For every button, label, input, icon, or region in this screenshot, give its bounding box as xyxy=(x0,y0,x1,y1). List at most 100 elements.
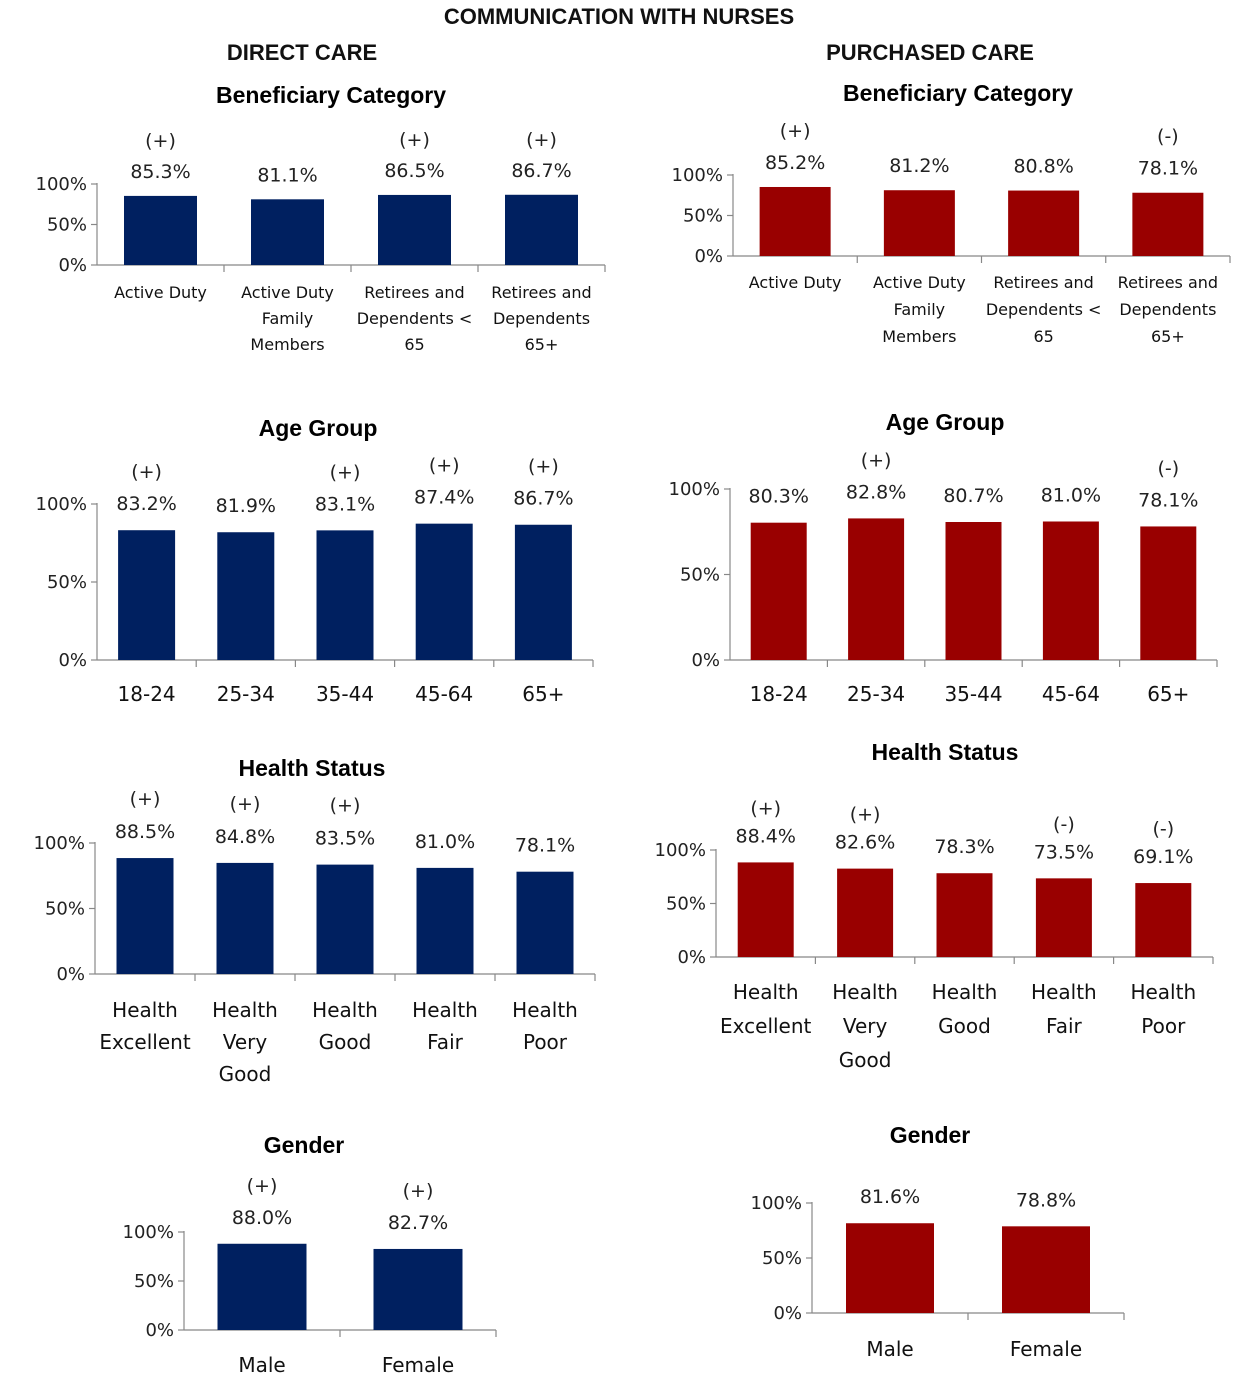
data-label: 86.7% xyxy=(513,488,573,510)
category-label-line: Retirees and xyxy=(491,283,591,302)
category-label: Active Duty xyxy=(114,283,207,302)
chart-title: Health Status xyxy=(239,755,386,781)
category-label-line: 65 xyxy=(1033,327,1053,346)
significance-marker: (+) xyxy=(861,449,892,471)
significance-marker: (+) xyxy=(780,120,811,142)
bar xyxy=(1042,521,1099,660)
bar xyxy=(124,195,197,265)
category-label-line: Members xyxy=(882,327,956,346)
category-label: 25-34 xyxy=(847,682,905,706)
category-label-line: Health xyxy=(112,998,178,1022)
category-label-line: Good xyxy=(938,1014,991,1038)
chart-7: Gender 100% 50% 0% 88.0% (+) Male 82.7% (+) Femal… xyxy=(123,1132,497,1377)
significance-marker: (+) xyxy=(429,455,460,477)
significance-marker: (+) xyxy=(403,1180,434,1202)
category-label: Active Duty Family Members xyxy=(241,283,334,354)
y-tick-label: 0% xyxy=(58,255,87,276)
data-label: 88.5% xyxy=(115,821,175,843)
data-label: 81.0% xyxy=(1041,484,1101,506)
category-label-line: Good xyxy=(839,1048,892,1072)
bar xyxy=(1132,192,1204,256)
chart-title: Gender xyxy=(264,1132,345,1158)
category-label-line: Dependents xyxy=(1119,300,1216,319)
category-label: Health Poor xyxy=(512,998,578,1054)
category-label-line: Female xyxy=(1010,1337,1082,1361)
category-label-line: Good xyxy=(319,1030,372,1054)
y-tick-label: 50% xyxy=(680,565,720,586)
bar xyxy=(1035,878,1092,957)
category-label-line: Very xyxy=(843,1014,888,1038)
category-label: Health Poor xyxy=(1130,980,1196,1038)
category-label-line: Fair xyxy=(427,1030,463,1054)
category-label: Male xyxy=(238,1353,285,1377)
significance-marker: (+) xyxy=(130,788,161,810)
category-label: 25-34 xyxy=(217,682,275,706)
significance-marker: (+) xyxy=(330,795,361,817)
category-label: 45-64 xyxy=(415,682,473,706)
bar xyxy=(216,862,274,974)
data-label: 80.8% xyxy=(1013,156,1073,178)
category-label: 65+ xyxy=(522,682,564,706)
chart-title: Beneficiary Category xyxy=(843,80,1073,106)
chart-title: Health Status xyxy=(872,739,1019,765)
chart-title: Age Group xyxy=(886,409,1005,435)
category-label-line: Good xyxy=(219,1062,272,1086)
significance-marker: (+) xyxy=(750,797,781,819)
chart-1: Beneficiary Category 100% 50% 0% 85.3% (+) Act… xyxy=(36,82,606,354)
category-label-line: Members xyxy=(250,335,324,354)
y-tick-label: 0% xyxy=(56,964,85,985)
bar xyxy=(505,194,578,265)
significance-marker: (+) xyxy=(145,130,176,152)
category-label-line: Active Duty xyxy=(241,283,334,302)
bar xyxy=(883,190,955,256)
y-tick-label: 0% xyxy=(58,650,87,671)
data-label: 81.6% xyxy=(860,1186,920,1208)
category-label-line: 25-34 xyxy=(847,682,905,706)
category-label-line: Female xyxy=(382,1353,454,1377)
data-label: 88.0% xyxy=(232,1207,292,1229)
category-label-line: 65+ xyxy=(525,335,559,354)
data-label: 83.2% xyxy=(116,493,176,515)
bar xyxy=(848,518,905,660)
purchased-care-heading: PURCHASED CARE xyxy=(826,40,1034,65)
data-label: 73.5% xyxy=(1034,841,1094,863)
category-label: Health Very Good xyxy=(832,980,898,1072)
category-label: 45-64 xyxy=(1042,682,1100,706)
category-label-line: Active Duty xyxy=(749,273,842,292)
category-label: 35-44 xyxy=(316,682,374,706)
category-label-line: Health xyxy=(412,998,478,1022)
category-label-line: 65+ xyxy=(1147,682,1189,706)
chart-6: Health Status 100% 50% 0% 88.4% (+) Health Exce… xyxy=(655,739,1214,1072)
category-label-line: Health xyxy=(733,980,799,1004)
y-tick-label: 100% xyxy=(123,1222,174,1243)
category-label: 35-44 xyxy=(944,682,1002,706)
bar xyxy=(1002,1226,1090,1313)
data-label: 69.1% xyxy=(1133,846,1193,868)
category-label: Health Excellent xyxy=(720,980,812,1038)
y-tick-label: 50% xyxy=(45,899,85,920)
bar xyxy=(416,867,474,974)
chart-4: Age Group 100% 50% 0% 80.3% 18-24 82.8% (+) 25-3… xyxy=(669,409,1218,706)
category-label-line: 18-24 xyxy=(750,682,808,706)
chart-title: Age Group xyxy=(259,415,378,441)
bar xyxy=(1140,526,1197,660)
bar xyxy=(251,199,324,265)
data-label: 85.2% xyxy=(765,152,825,174)
data-label: 86.5% xyxy=(384,160,444,182)
category-label: Active Duty Family Members xyxy=(873,273,966,346)
category-label-line: Dependents < xyxy=(357,309,473,328)
y-tick-label: 0% xyxy=(145,1320,174,1341)
y-tick-label: 100% xyxy=(655,840,706,861)
significance-marker: (+) xyxy=(131,461,162,483)
category-label-line: 65 xyxy=(404,335,424,354)
chart-5: Health Status 100% 50% 0% 88.5% (+) Health Exce… xyxy=(34,755,596,1086)
y-tick-label: 100% xyxy=(669,479,720,500)
category-label-line: Dependents < xyxy=(986,300,1102,319)
category-label-line: 45-64 xyxy=(415,682,473,706)
bar xyxy=(118,530,176,660)
category-label-line: 18-24 xyxy=(118,682,176,706)
data-label: 86.7% xyxy=(511,160,571,182)
y-tick-label: 50% xyxy=(134,1271,174,1292)
significance-marker: (+) xyxy=(528,456,559,478)
